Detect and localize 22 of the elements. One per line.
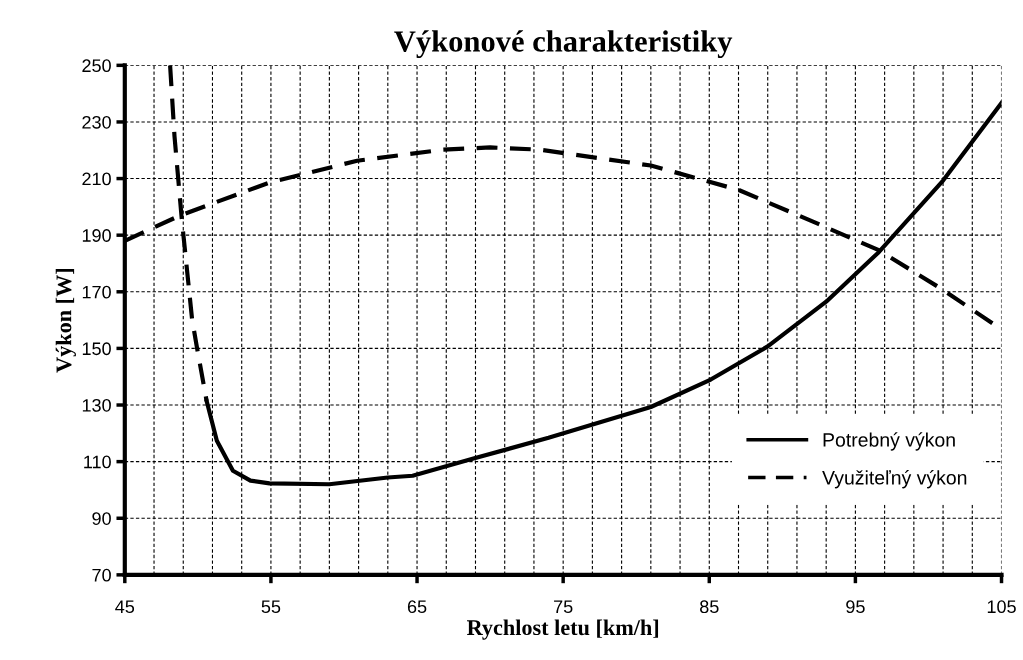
y-tick-label: 190 [82, 229, 111, 242]
x-tick-label: 45 [115, 600, 135, 614]
y-tick-label: 130 [82, 398, 111, 412]
y-axis-title: Výkon [W] [55, 268, 76, 373]
x-tick-label: 55 [261, 600, 281, 614]
y-tick-label: 210 [82, 172, 111, 186]
x-axis-title: Rychlost letu [km/h] [467, 619, 659, 640]
x-tick-label: 85 [700, 600, 719, 614]
y-tick-label: 70 [92, 568, 111, 582]
x-tick-label: 75 [554, 600, 573, 614]
y-tick-label: 170 [82, 285, 111, 299]
x-tick-label: 65 [407, 600, 427, 614]
y-tick-label: 230 [82, 115, 111, 129]
y-tick-label: 250 [82, 59, 111, 73]
y-tick-label: 150 [82, 342, 111, 356]
x-tick-label: 105 [987, 600, 1016, 614]
y-tick-label: 110 [84, 455, 111, 469]
chart-title: Výkonové charakteristiky [394, 30, 733, 59]
legend-label: Potrebný výkon [823, 432, 955, 451]
legend-label: Využiteľný výkon [822, 470, 967, 489]
x-tick-label: 95 [846, 600, 865, 614]
y-tick-label: 90 [92, 512, 111, 525]
